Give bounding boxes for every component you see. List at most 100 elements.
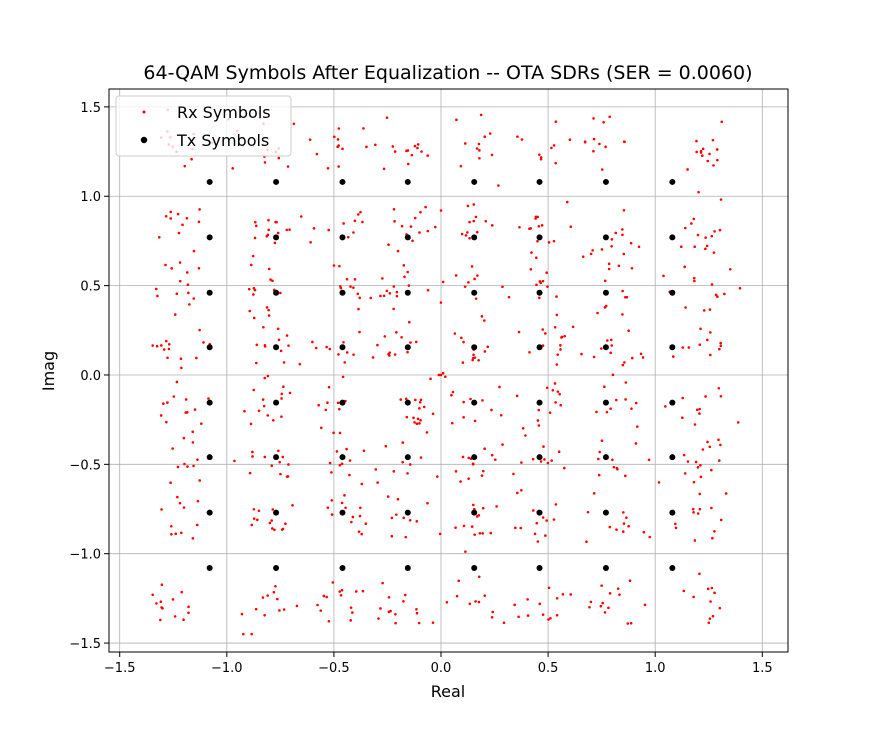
rx-symbol-point bbox=[476, 274, 479, 277]
rx-symbol-point bbox=[328, 461, 332, 465]
rx-symbol-point bbox=[621, 289, 624, 293]
rx-symbol-point bbox=[392, 470, 396, 473]
rx-symbol-point bbox=[589, 252, 593, 256]
rx-symbol-point bbox=[178, 501, 182, 505]
rx-symbol-point bbox=[345, 277, 349, 281]
tx-symbol-point bbox=[536, 399, 543, 406]
rx-symbol-point bbox=[406, 270, 409, 274]
rx-symbol-point bbox=[467, 456, 471, 460]
rx-symbol-point bbox=[481, 532, 485, 535]
rx-symbol-point bbox=[176, 212, 180, 216]
rx-symbol-point bbox=[402, 600, 405, 603]
rx-symbol-point bbox=[450, 421, 454, 425]
rx-symbol-point bbox=[180, 531, 183, 535]
rx-symbol-point bbox=[418, 407, 421, 410]
rx-symbol-point bbox=[349, 285, 352, 288]
rx-symbol-point bbox=[337, 353, 340, 356]
rx-symbol-point bbox=[472, 219, 476, 223]
rx-symbol-point bbox=[419, 419, 422, 422]
rx-symbol-point bbox=[706, 440, 709, 444]
rx-symbol-point bbox=[374, 468, 378, 471]
rx-symbol-point bbox=[342, 340, 345, 344]
rx-symbol-point bbox=[559, 344, 562, 347]
rx-symbol-point bbox=[592, 137, 596, 141]
rx-symbol-point bbox=[467, 281, 470, 284]
rx-symbol-point bbox=[627, 524, 630, 528]
tx-symbol-point bbox=[404, 399, 411, 406]
rx-symbol-point bbox=[626, 622, 630, 625]
rx-symbol-point bbox=[507, 295, 511, 299]
y-axis-label: Imag bbox=[39, 351, 58, 391]
rx-symbol-point bbox=[682, 589, 686, 593]
rx-symbol-point bbox=[539, 460, 543, 463]
rx-symbol-point bbox=[600, 248, 604, 251]
rx-symbol-point bbox=[176, 465, 180, 469]
rx-symbol-point bbox=[621, 363, 625, 367]
rx-symbol-point bbox=[270, 527, 274, 530]
rx-symbol-point bbox=[358, 330, 361, 334]
rx-symbol-point bbox=[424, 205, 427, 209]
rx-symbol-point bbox=[608, 592, 612, 595]
rx-symbol-point bbox=[598, 142, 601, 146]
rx-symbol-point bbox=[585, 540, 588, 543]
rx-symbol-point bbox=[280, 397, 283, 400]
rx-symbol-point bbox=[445, 601, 449, 604]
tx-symbol-point bbox=[339, 509, 346, 516]
rx-symbol-point bbox=[385, 116, 389, 119]
rx-symbol-point bbox=[693, 539, 697, 542]
rx-symbol-point bbox=[403, 275, 406, 279]
rx-symbol-point bbox=[710, 506, 713, 510]
rx-symbol-point bbox=[390, 516, 394, 520]
rx-symbol-point bbox=[327, 619, 331, 623]
rx-symbol-point bbox=[357, 307, 360, 311]
rx-symbol-point bbox=[413, 216, 417, 220]
rx-symbol-point bbox=[569, 225, 573, 229]
rx-symbol-point bbox=[537, 224, 541, 228]
tx-symbol-point bbox=[206, 344, 213, 351]
rx-symbol-point bbox=[460, 232, 464, 236]
rx-symbol-point bbox=[698, 572, 701, 576]
rx-symbol-point bbox=[164, 263, 167, 267]
tx-symbol-point bbox=[669, 344, 676, 351]
rx-symbol-point bbox=[198, 479, 202, 482]
rx-symbol-point bbox=[718, 347, 721, 351]
rx-symbol-point bbox=[698, 492, 702, 496]
rx-symbol-point bbox=[467, 477, 470, 480]
rx-symbol-point bbox=[177, 231, 181, 235]
rx-symbol-point bbox=[184, 398, 188, 401]
rx-symbol-point bbox=[178, 279, 182, 283]
rx-symbol-point bbox=[393, 150, 397, 153]
rx-symbol-point bbox=[612, 465, 616, 469]
rx-symbol-point bbox=[479, 113, 483, 117]
rx-symbol-point bbox=[362, 449, 366, 453]
rx-symbol-point bbox=[409, 225, 413, 228]
rx-symbol-point bbox=[345, 447, 348, 451]
rx-symbol-point bbox=[185, 271, 189, 274]
rx-symbol-point bbox=[393, 353, 397, 356]
rx-symbol-point bbox=[720, 120, 724, 124]
rx-symbol-point bbox=[699, 327, 702, 331]
rx-symbol-point bbox=[433, 225, 437, 229]
rx-symbol-point bbox=[611, 458, 614, 462]
rx-symbol-point bbox=[415, 611, 419, 615]
rx-symbol-point bbox=[195, 523, 199, 527]
rx-symbol-point bbox=[404, 397, 408, 401]
rx-symbol-point bbox=[419, 398, 423, 402]
rx-symbol-point bbox=[537, 424, 541, 427]
rx-symbol-point bbox=[547, 586, 551, 590]
rx-symbol-point bbox=[600, 347, 603, 350]
rx-symbol-point bbox=[454, 274, 458, 277]
rx-symbol-point bbox=[709, 600, 712, 603]
rx-symbol-point bbox=[497, 184, 500, 187]
rx-symbol-point bbox=[315, 152, 319, 156]
rx-symbol-point bbox=[555, 596, 559, 600]
rx-symbol-point bbox=[708, 617, 712, 620]
rx-symbol-point bbox=[284, 522, 287, 525]
rx-symbol-point bbox=[335, 450, 339, 453]
rx-symbol-point bbox=[599, 604, 603, 608]
rx-symbol-point bbox=[314, 346, 318, 350]
rx-symbol-point bbox=[276, 597, 279, 601]
rx-symbol-point bbox=[253, 236, 257, 240]
rx-symbol-point bbox=[278, 609, 281, 612]
